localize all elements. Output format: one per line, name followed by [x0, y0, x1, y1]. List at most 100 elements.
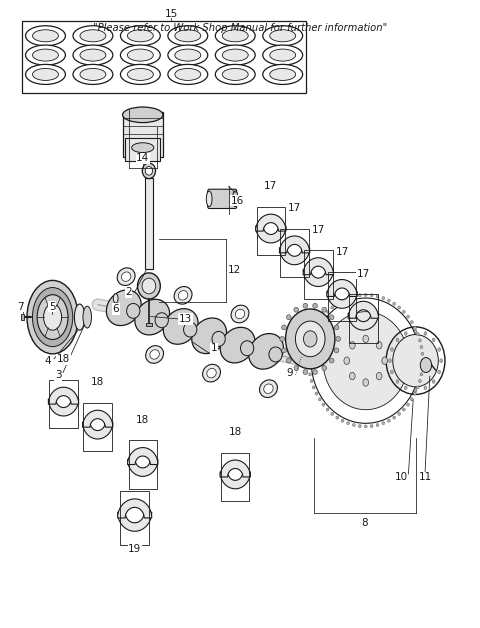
Bar	[122, 112, 163, 158]
Ellipse shape	[312, 332, 315, 335]
Ellipse shape	[329, 358, 334, 363]
Ellipse shape	[303, 303, 308, 308]
Ellipse shape	[407, 403, 409, 406]
Ellipse shape	[315, 327, 318, 329]
Ellipse shape	[33, 68, 59, 80]
Bar	[145, 323, 152, 327]
Ellipse shape	[312, 386, 315, 389]
Ellipse shape	[264, 384, 273, 393]
Circle shape	[376, 372, 382, 380]
Text: 18: 18	[91, 377, 104, 387]
Ellipse shape	[212, 332, 225, 347]
Polygon shape	[348, 313, 379, 330]
Text: 14: 14	[136, 153, 149, 163]
Ellipse shape	[308, 352, 311, 355]
Text: 17: 17	[312, 225, 325, 235]
Ellipse shape	[322, 403, 325, 406]
Polygon shape	[83, 410, 113, 427]
Ellipse shape	[414, 327, 417, 329]
Ellipse shape	[25, 65, 65, 84]
Bar	[328, 272, 356, 321]
Polygon shape	[279, 236, 310, 253]
Text: 4: 4	[45, 355, 51, 365]
Ellipse shape	[127, 303, 140, 318]
Ellipse shape	[318, 320, 321, 323]
Ellipse shape	[73, 65, 113, 84]
Ellipse shape	[303, 331, 317, 347]
Ellipse shape	[175, 30, 201, 42]
Polygon shape	[118, 512, 152, 531]
Ellipse shape	[312, 303, 317, 308]
Ellipse shape	[407, 315, 409, 318]
FancyBboxPatch shape	[208, 189, 237, 208]
Ellipse shape	[113, 294, 118, 303]
Ellipse shape	[402, 310, 405, 313]
Text: "Please refer to Work Shop Manual for further information": "Please refer to Work Shop Manual for fu…	[93, 23, 387, 33]
Ellipse shape	[122, 107, 163, 122]
Ellipse shape	[120, 26, 160, 46]
Bar	[304, 251, 333, 299]
Ellipse shape	[222, 30, 248, 42]
Ellipse shape	[303, 369, 308, 374]
Text: 18: 18	[136, 415, 149, 425]
Ellipse shape	[235, 309, 245, 319]
Text: 1: 1	[211, 344, 217, 353]
Ellipse shape	[127, 49, 153, 61]
Ellipse shape	[240, 341, 254, 355]
Ellipse shape	[175, 68, 201, 80]
Ellipse shape	[120, 65, 160, 84]
Polygon shape	[327, 291, 357, 308]
Circle shape	[420, 357, 432, 372]
Text: 6: 6	[112, 304, 119, 314]
Circle shape	[404, 386, 407, 390]
Ellipse shape	[107, 290, 141, 325]
Ellipse shape	[263, 65, 302, 84]
Ellipse shape	[33, 30, 59, 42]
Ellipse shape	[175, 49, 201, 61]
Circle shape	[404, 332, 407, 335]
Ellipse shape	[222, 49, 248, 61]
Ellipse shape	[168, 26, 208, 46]
Ellipse shape	[382, 421, 385, 425]
Polygon shape	[256, 226, 286, 243]
FancyBboxPatch shape	[145, 178, 153, 269]
Ellipse shape	[269, 347, 282, 362]
Text: 5: 5	[49, 301, 55, 311]
Ellipse shape	[387, 419, 390, 422]
Polygon shape	[327, 279, 357, 296]
Ellipse shape	[419, 339, 421, 342]
Ellipse shape	[282, 348, 286, 353]
Ellipse shape	[295, 321, 325, 357]
Circle shape	[414, 388, 417, 392]
Ellipse shape	[309, 345, 312, 349]
Ellipse shape	[393, 416, 396, 419]
Ellipse shape	[206, 191, 212, 207]
Ellipse shape	[359, 294, 361, 297]
Ellipse shape	[376, 423, 379, 426]
Bar	[84, 403, 112, 452]
Ellipse shape	[370, 294, 373, 297]
Polygon shape	[256, 214, 286, 231]
Circle shape	[414, 330, 417, 333]
Ellipse shape	[216, 65, 255, 84]
Ellipse shape	[307, 359, 310, 362]
Ellipse shape	[263, 26, 302, 46]
Bar	[257, 207, 285, 256]
Ellipse shape	[120, 45, 160, 65]
Ellipse shape	[163, 308, 198, 344]
Ellipse shape	[398, 413, 401, 416]
Text: 12: 12	[228, 266, 241, 276]
Circle shape	[438, 370, 441, 374]
Circle shape	[396, 379, 399, 383]
Ellipse shape	[336, 302, 339, 305]
Ellipse shape	[315, 392, 318, 395]
Circle shape	[388, 359, 391, 362]
Ellipse shape	[192, 318, 227, 354]
Ellipse shape	[37, 295, 68, 340]
Ellipse shape	[25, 26, 65, 46]
Ellipse shape	[364, 425, 367, 428]
Ellipse shape	[341, 299, 344, 302]
Circle shape	[349, 342, 355, 349]
Ellipse shape	[359, 425, 361, 428]
Ellipse shape	[393, 302, 396, 305]
